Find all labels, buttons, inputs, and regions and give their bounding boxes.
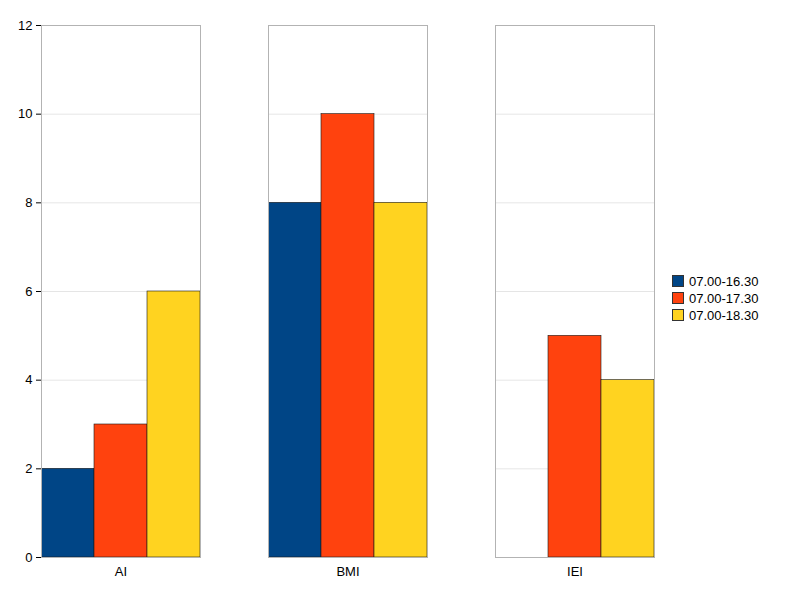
svg-text:AI: AI — [115, 564, 127, 579]
svg-text:10: 10 — [18, 106, 32, 121]
svg-text:4: 4 — [25, 372, 32, 387]
svg-text:0: 0 — [25, 550, 32, 565]
html-text:07.00-16.30: 07.00-16.30 — [689, 273, 759, 289]
svg-text:BMI: BMI — [336, 564, 359, 579]
svg-text:6: 6 — [25, 284, 32, 299]
html-text:07.00-18.30: 07.00-18.30 — [689, 307, 759, 323]
svg-text:IEI: IEI — [567, 564, 583, 579]
svg-text:2: 2 — [25, 461, 32, 476]
svg-text:12: 12 — [18, 18, 32, 33]
html-text:07.00-17.30: 07.00-17.30 — [689, 290, 759, 306]
svg-text:8: 8 — [25, 195, 32, 210]
